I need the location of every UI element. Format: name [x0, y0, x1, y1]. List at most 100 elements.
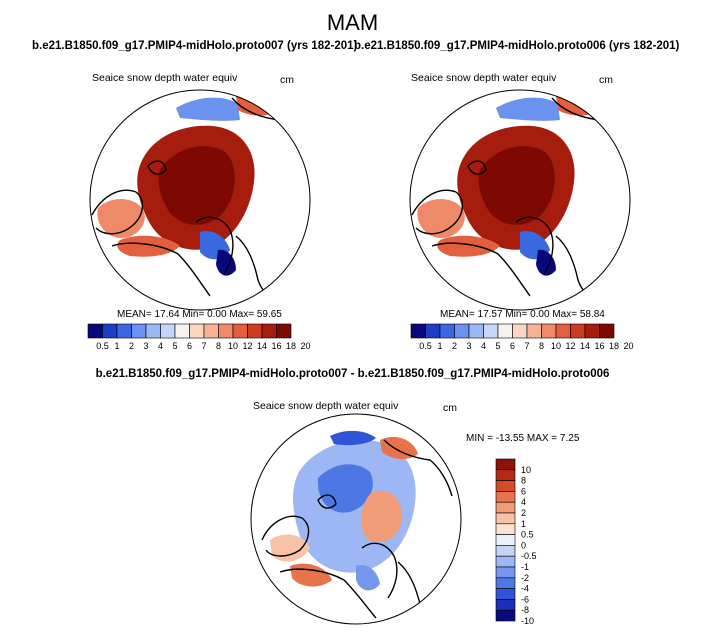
panel-2-colorbar-box	[425, 323, 441, 339]
panel-2-hudson-region	[437, 235, 500, 257]
panel-3-colorbar-box	[495, 469, 516, 481]
panel-2-colorbar-box	[454, 323, 470, 339]
panel-3-colorbar-tick-label: -4	[521, 584, 529, 594]
panel-3-coastlines	[261, 439, 453, 619]
panel-2-colorbar-box	[483, 323, 499, 339]
panel-1-variable-label: Seaice snow depth water equiv	[92, 72, 238, 84]
panel-3-coast-scandinavia	[397, 561, 421, 605]
panel-1-units-label: cm	[280, 74, 294, 86]
panel-3-colorbar-tick-label: -8	[521, 605, 529, 615]
panel-1-colorbar-box	[247, 323, 263, 339]
panel-3-coast-greenland	[361, 542, 398, 599]
panel-1-colorbar-box	[102, 323, 118, 339]
panel-3-variable-label: Seaice snow depth water equiv	[253, 400, 399, 412]
panel-3-colorbar-tick-label: 8	[521, 476, 526, 486]
panel-2-bering-region	[496, 97, 560, 121]
panel-2-colorbar-tick-label: 10	[551, 341, 561, 351]
panel-1-colorbar-box	[174, 323, 190, 339]
panel-2-mean-value: 17.57	[477, 309, 503, 320]
panel-2-mean-label: MEAN=	[440, 309, 475, 320]
panel-2-units-label: cm	[599, 74, 613, 86]
panel-1-colorbar-tick-label: 2	[129, 341, 134, 351]
panel-3-colorbar-tick-label: -2	[521, 573, 529, 583]
panel-3-difference-field	[270, 430, 418, 591]
panel-3-greenland-negative	[356, 564, 380, 591]
panel-1-colorbar-box	[232, 323, 248, 339]
panel-1-colorbar-tick-label: 6	[187, 341, 192, 351]
panel-1-colorbar-box	[116, 323, 132, 339]
panel-2-stats: MEAN= 17.57 Min= 0.00 Max= 58.84	[440, 309, 605, 320]
panel-1-sea-ice-field	[97, 94, 276, 276]
panel-1-title: b.e21.B1850.f09_g17.PMIP4-midHolo.proto0…	[32, 40, 358, 52]
panel-3-colorbar-tick-label: -6	[521, 594, 529, 604]
panel-2-colorbar-box	[570, 323, 586, 339]
panel-2-map-border	[409, 89, 631, 311]
panel-2-colorbar-tick-label: 5	[495, 341, 500, 351]
panel-2-colorbar-tick-label: 6	[510, 341, 515, 351]
panel-2-baffin-region	[417, 199, 465, 239]
panel-2-colorbar-box	[541, 323, 557, 339]
panel-2-colorbar-box	[599, 323, 615, 339]
panel-3-title: b.e21.B1850.f09_g17.PMIP4-midHolo.proto0…	[95, 368, 610, 380]
panel-1-map	[89, 89, 311, 311]
panel-1-colorbar-box	[131, 323, 147, 339]
panel-2-colorbar-tick-label: 18	[609, 341, 619, 351]
panel-3-colorbar-box	[495, 480, 516, 492]
panel-2-colorbar-box	[584, 323, 600, 339]
panel-3-colorbar-box	[495, 599, 516, 611]
panel-3-colorbar-tick-label: -0.5	[521, 551, 537, 561]
panel-2-colorbar-tick-label: 20	[623, 341, 633, 351]
panel-1-max-label: Max=	[229, 309, 255, 320]
panel-1-coast-baffin	[91, 189, 143, 235]
panel-1-baffin-region	[97, 199, 145, 239]
panel-1-colorbar-tick-label: 12	[242, 341, 252, 351]
panel-3-stats: MIN = -13.55 MAX = 7.25	[466, 433, 580, 444]
panel-2-colorbar-tick-label: 0.5	[419, 341, 432, 351]
panel-1-coast-canada	[111, 242, 211, 297]
figure-title: MAM	[326, 10, 379, 35]
panel-3-baffin-positive	[270, 534, 310, 562]
panel-1-map-border	[89, 89, 311, 311]
panel-2-sea-ice-field	[417, 94, 596, 276]
panel-1-min-label: Min=	[182, 309, 205, 320]
panel-3-coast-canada	[279, 568, 377, 619]
panel-2-coast-islands	[467, 160, 487, 175]
panel-3-colorbar-box	[495, 588, 516, 600]
panel-1-colorbar-box	[218, 323, 234, 339]
panel-3-colorbar-tick-label: -1	[521, 562, 529, 572]
panel-1-coast-islands	[147, 160, 167, 175]
panel-3-coast-islands	[317, 494, 337, 509]
panel-1-min-value: 0.00	[207, 309, 227, 320]
panel-1-colorbar-box	[261, 323, 277, 339]
panel-3-colorbar-box	[495, 609, 516, 622]
panel-2-colorbar-tick-label: 1	[437, 341, 442, 351]
panel-1-colorbar-tick-label: 4	[158, 341, 163, 351]
panel-1-colorbar-tick-label: 1	[114, 341, 119, 351]
panel-1-coast-greenland	[195, 216, 234, 275]
panel-2-colorbar-box	[410, 323, 426, 339]
panel-1-mean-label: MEAN=	[117, 309, 152, 320]
panel-3-map	[250, 413, 462, 625]
panel-3-coast-siberia	[383, 439, 453, 497]
panel-3-colorbar-box	[495, 555, 516, 568]
panel-3-colorbar-box	[495, 458, 516, 471]
panel-1-colorbar-box	[276, 323, 292, 339]
panel-3-colorbar-box	[495, 523, 516, 535]
panel-2-colorbar-tick-label: 14	[580, 341, 590, 351]
panel-2-colorbar-tick-label: 7	[524, 341, 529, 351]
panel-3-colorbar-box	[495, 512, 516, 525]
panel-2-colorbar-tick-label: 4	[481, 341, 486, 351]
panel-2-colorbar-box	[439, 323, 455, 339]
panel-2-map	[409, 89, 631, 311]
panel-1-colorbar-tick-label: 14	[257, 341, 267, 351]
panel-1-colorbar-box	[203, 323, 219, 339]
panel-1-colorbar-tick-label: 0.5	[96, 341, 109, 351]
panel-3-colorbar-tick-label: 10	[521, 465, 531, 475]
panel-2-coast-greenland	[515, 216, 554, 275]
panel-2-coast-scandinavia	[555, 235, 601, 301]
panel-3-colorbar-tick-label: 4	[521, 497, 526, 507]
panel-3-colorbar-tick-label: -10	[521, 616, 534, 626]
panel-3-colorbar-box	[495, 534, 516, 546]
panel-1-colorbar-tick-label: 5	[172, 341, 177, 351]
